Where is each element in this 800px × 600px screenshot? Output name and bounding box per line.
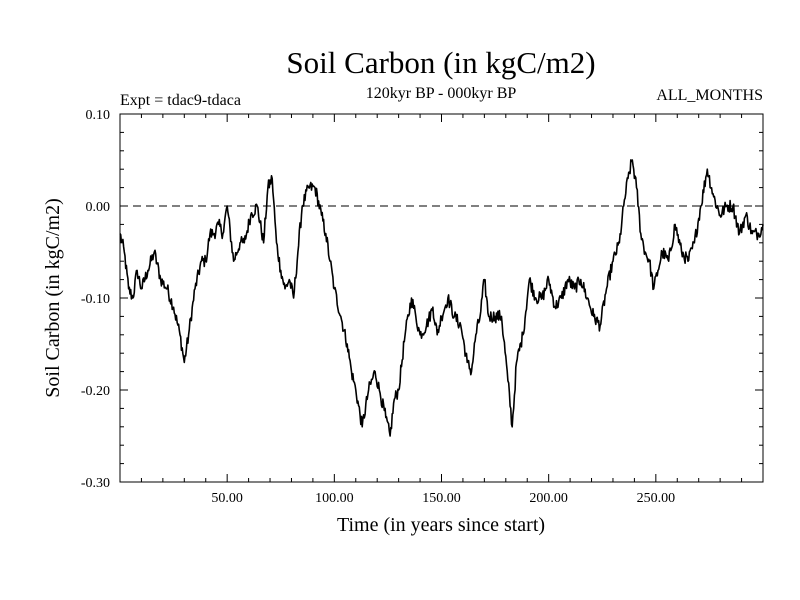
x-tick-label: 150.00 [422, 491, 461, 506]
x-tick-labels: 50.00 100.00 150.00 200.00 250.00 [211, 491, 675, 506]
axis-ticks [120, 113, 763, 483]
y-tick-label: -0.20 [81, 384, 110, 399]
series-line [119, 159, 764, 437]
x-tick-label: 250.00 [637, 491, 676, 506]
y-tick-label: -0.30 [81, 476, 110, 491]
x-tick-label: 100.00 [315, 491, 354, 506]
y-tick-label: 0.00 [86, 200, 111, 215]
x-tick-label: 200.00 [529, 491, 568, 506]
y-axis-label: Soil Carbon (in kgC/m2) [42, 198, 64, 397]
experiment-label: Expt = tdac9-tdaca [120, 92, 241, 109]
season-label: ALL_MONTHS [656, 87, 763, 104]
x-axis-label: Time (in years since start) [337, 514, 545, 536]
y-tick-label: -0.10 [81, 292, 110, 307]
x-tick-label: 50.00 [211, 491, 243, 506]
y-tick-label: 0.10 [86, 108, 111, 123]
y-tick-labels: -0.30 -0.20 -0.10 0.00 0.10 [81, 108, 110, 491]
chart-title: Soil Carbon (in kgC/m2) [286, 45, 595, 80]
chart-subtitle: 120kyr BP - 000kyr BP [366, 85, 517, 102]
plot-frame [119, 113, 764, 483]
